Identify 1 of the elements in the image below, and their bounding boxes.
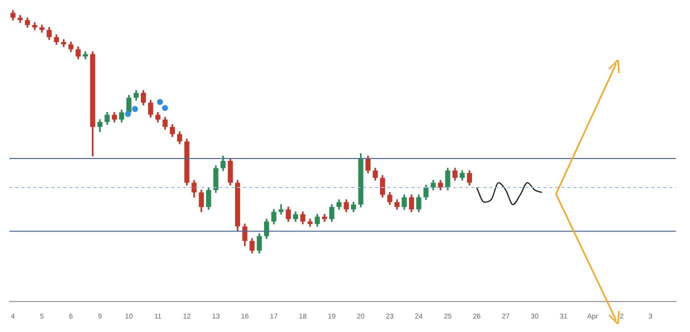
- candlestick: [278, 204, 284, 215]
